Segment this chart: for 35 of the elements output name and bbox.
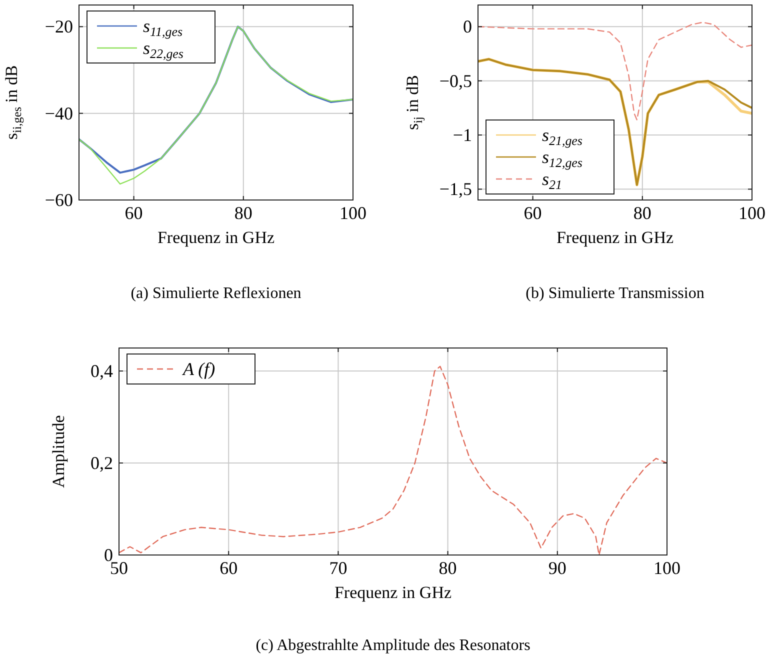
legend-label: A (f) [182, 359, 216, 379]
y-tick-label: −1 [452, 125, 472, 145]
x-tick-label: 100 [738, 203, 766, 223]
legend-label: s$_{21}$ [542, 169, 562, 192]
x-tick-label: 70 [329, 558, 348, 578]
x-tick-label: 80 [234, 203, 252, 223]
x-tick-label: 90 [548, 558, 566, 578]
x-axis-title: Frequenz in GHz [334, 583, 452, 602]
legend-label: s$_{21,ges}$ [542, 125, 582, 148]
text: (b) Simulierte Transmission [526, 285, 704, 302]
text: (a) Simulierte Reflexionen [130, 285, 302, 302]
y-tick-label: 0 [104, 545, 113, 565]
x-tick-label: 60 [220, 558, 238, 578]
x-tick-label: 100 [340, 203, 366, 223]
y-tick-label: −40 [44, 103, 73, 124]
x-tick-label: 100 [654, 558, 680, 578]
x-tick-label: 60 [524, 203, 542, 223]
y-tick-label: −60 [44, 190, 73, 210]
y-tick-label: 0,4 [90, 361, 113, 381]
y-tick-label: −0,5 [439, 70, 472, 91]
legend-label: s$_{12,ges}$ [542, 147, 582, 170]
x-tick-label: 80 [438, 558, 457, 578]
x-axis-title: Frequenz in GHz [157, 228, 275, 247]
legend-label: s$_{22,ges}$ [143, 38, 184, 61]
line-series [478, 22, 752, 120]
x-axis-title: Frequenz in GHz [556, 228, 674, 247]
y-tick-label: −1,5 [439, 179, 472, 200]
x-tick-label: 80 [633, 203, 652, 223]
x-tick-label: 60 [124, 203, 143, 223]
legend-label: s$_{11,ges}$ [143, 16, 183, 39]
y-tick-label: 0,2 [90, 453, 113, 473]
text: (c) Abgestrahlte Amplitude des Resonators [256, 637, 530, 654]
y-tick-label: −20 [44, 16, 73, 37]
y-tick-label: 0 [463, 16, 472, 37]
y-axis-title: Amplitude [49, 415, 68, 488]
